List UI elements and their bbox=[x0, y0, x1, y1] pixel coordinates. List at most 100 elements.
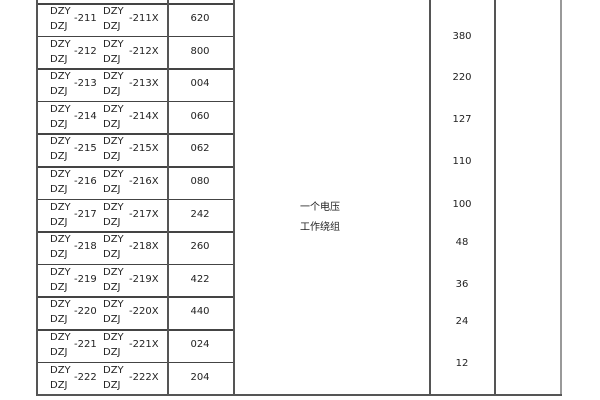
model-part-d: DZY bbox=[103, 364, 124, 376]
code-cell: 440 bbox=[190, 306, 210, 318]
model-part-c: -216 bbox=[74, 176, 97, 187]
winding-line1: 一个电压 bbox=[300, 202, 340, 213]
model-part-f: -214X bbox=[129, 110, 159, 122]
voltage-value: 220 bbox=[452, 72, 472, 83]
model-part-b: DZJ bbox=[50, 281, 68, 293]
model-part-a: DZY bbox=[50, 136, 71, 148]
model-part-c: -222 bbox=[74, 371, 97, 383]
model-part-f: -211X bbox=[129, 13, 159, 24]
model-part-f: -219X bbox=[129, 273, 159, 285]
code-cell: 204 bbox=[190, 371, 210, 383]
model-part-d: DZY bbox=[103, 103, 124, 115]
model-part-b: DZJ bbox=[50, 314, 68, 326]
code-cell: 260 bbox=[190, 241, 210, 253]
model-part-a: DZY bbox=[50, 6, 71, 17]
row-line bbox=[36, 329, 234, 331]
row-line bbox=[36, 263, 234, 266]
table-row: DZY DZJ -211 DZY DZJ -211X 620 bbox=[36, 3, 234, 35]
model-part-a: DZY bbox=[50, 266, 71, 278]
code-cell: 062 bbox=[190, 143, 210, 155]
model-part-f: -215X bbox=[129, 143, 159, 155]
col-line bbox=[36, 0, 38, 395]
col-line bbox=[494, 0, 496, 395]
model-part-f: -217X bbox=[129, 208, 159, 220]
row-line bbox=[36, 198, 234, 201]
model-part-c: -218 bbox=[74, 241, 97, 253]
col-line bbox=[167, 0, 169, 395]
model-part-e: DZJ bbox=[103, 53, 121, 65]
model-part-a: DZY bbox=[50, 201, 71, 213]
code-cell: 004 bbox=[190, 78, 210, 90]
code-cell: 620 bbox=[190, 13, 210, 24]
model-part-d: DZY bbox=[103, 71, 124, 83]
row-line bbox=[36, 296, 234, 298]
model-part-b: DZJ bbox=[50, 379, 68, 391]
model-part-f: -212X bbox=[129, 45, 159, 57]
model-part-e: DZJ bbox=[103, 118, 121, 130]
table-row: DZY DZJ -217 DZY DZJ -217X 242 bbox=[36, 199, 234, 231]
model-part-b: DZJ bbox=[50, 53, 68, 65]
row-line bbox=[36, 3, 234, 5]
table-row: DZY DZJ -212 DZY DZJ -212X 800 bbox=[36, 36, 234, 68]
model-part-a: DZY bbox=[50, 299, 71, 311]
model-part-d: DZY bbox=[103, 136, 124, 148]
model-part-f: -222X bbox=[129, 371, 159, 383]
model-part-f: -218X bbox=[129, 241, 159, 253]
model-part-e: DZJ bbox=[103, 216, 121, 228]
code-cell: 422 bbox=[190, 273, 210, 285]
model-part-a: DZY bbox=[50, 364, 71, 376]
model-part-b: DZJ bbox=[50, 151, 68, 163]
winding-line2: 工作绕组 bbox=[300, 222, 340, 233]
model-part-f: -221X bbox=[129, 339, 159, 350]
model-part-d: DZY bbox=[103, 332, 124, 343]
code-cell: 080 bbox=[190, 176, 210, 187]
model-part-a: DZY bbox=[50, 38, 71, 50]
model-part-a: DZY bbox=[50, 103, 71, 115]
row-line bbox=[36, 35, 234, 38]
model-part-f: -213X bbox=[129, 78, 159, 90]
model-part-b: DZJ bbox=[50, 21, 68, 32]
model-part-e: DZJ bbox=[103, 21, 121, 32]
voltage-value: 36 bbox=[455, 279, 469, 290]
model-part-c: -221 bbox=[74, 339, 97, 350]
table-row: DZY DZJ -221 DZY DZJ -221X 024 bbox=[36, 329, 234, 361]
model-part-b: DZJ bbox=[50, 216, 68, 228]
col-line bbox=[233, 0, 235, 395]
model-part-a: DZY bbox=[50, 234, 71, 246]
model-part-d: DZY bbox=[103, 266, 124, 278]
model-part-e: DZJ bbox=[103, 281, 121, 293]
model-part-d: DZY bbox=[103, 38, 124, 50]
table-row: DZY DZJ -222 DZY DZJ -222X 204 bbox=[36, 362, 234, 394]
code-cell: 024 bbox=[190, 339, 210, 350]
table-row: DZY DZJ -219 DZY DZJ -219X 422 bbox=[36, 264, 234, 296]
model-part-e: DZJ bbox=[103, 347, 121, 358]
model-part-d: DZY bbox=[103, 6, 124, 17]
code-cell: 242 bbox=[190, 208, 210, 220]
model-part-d: DZY bbox=[103, 299, 124, 311]
model-part-c: -211 bbox=[74, 13, 97, 24]
model-part-e: DZJ bbox=[103, 86, 121, 98]
voltage-value: 110 bbox=[452, 156, 472, 167]
voltage-value: 100 bbox=[452, 199, 472, 210]
table-row: DZY DZJ -220 DZY DZJ -220X 440 bbox=[36, 296, 234, 328]
code-cell: 800 bbox=[190, 45, 210, 57]
model-part-b: DZJ bbox=[50, 347, 68, 358]
model-part-e: DZJ bbox=[103, 151, 121, 163]
winding-label: 一个电压 工作绕组 bbox=[300, 198, 340, 238]
model-part-e: DZJ bbox=[103, 249, 121, 261]
model-part-d: DZY bbox=[103, 169, 124, 180]
model-part-f: -220X bbox=[129, 306, 159, 318]
model-part-e: DZJ bbox=[103, 184, 121, 195]
model-part-e: DZJ bbox=[103, 314, 121, 326]
table-row: DZY DZJ -214 DZY DZJ -214X 060 bbox=[36, 101, 234, 133]
model-part-b: DZJ bbox=[50, 249, 68, 261]
row-line bbox=[36, 68, 234, 70]
model-part-c: -217 bbox=[74, 208, 97, 220]
row-line bbox=[36, 100, 234, 103]
model-part-f: -216X bbox=[129, 176, 159, 187]
row-line bbox=[36, 166, 234, 168]
voltage-value: 12 bbox=[455, 358, 469, 369]
model-part-c: -212 bbox=[74, 45, 97, 57]
model-part-b: DZJ bbox=[50, 184, 68, 195]
voltage-value: 24 bbox=[455, 316, 469, 327]
